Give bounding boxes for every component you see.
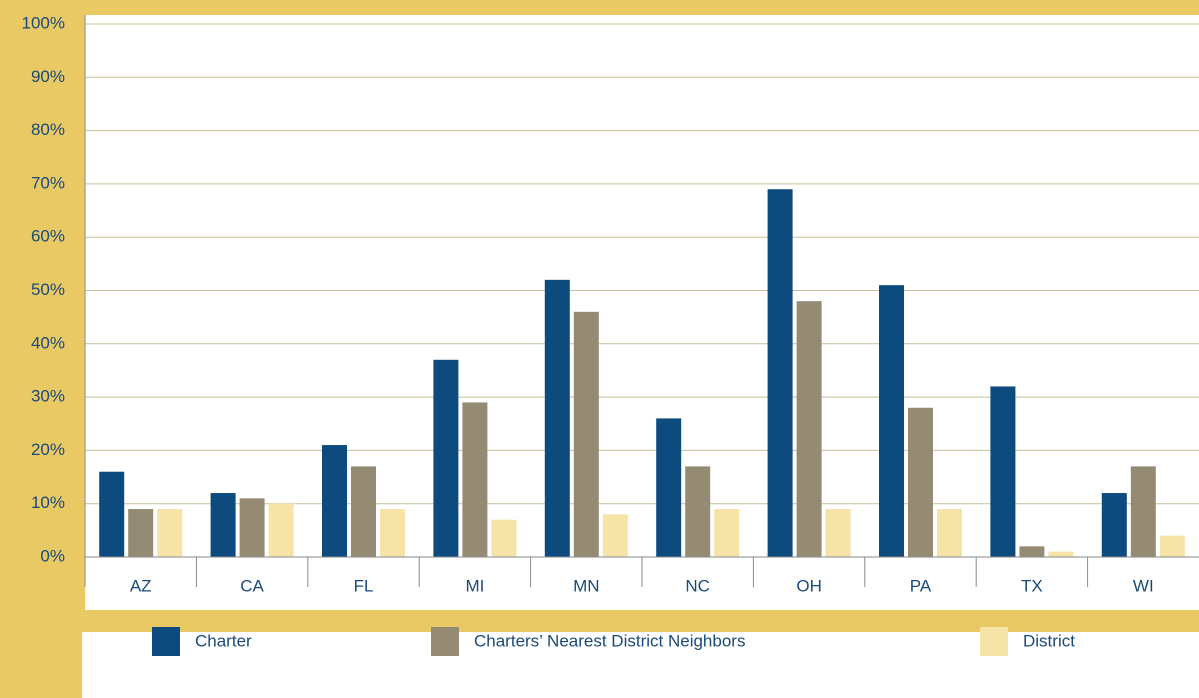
bar xyxy=(351,466,376,557)
bar xyxy=(767,189,793,558)
x-tick-label: FL xyxy=(354,576,374,595)
bar xyxy=(908,407,933,557)
bar xyxy=(990,386,1016,557)
y-tick-label: 40% xyxy=(31,333,65,352)
x-tick-label: OH xyxy=(796,576,822,595)
x-tick-label: CA xyxy=(240,576,264,595)
legend-label: Charter xyxy=(195,631,252,650)
bar xyxy=(99,471,125,557)
bar xyxy=(128,509,154,557)
bar xyxy=(1159,535,1185,557)
legend-swatch xyxy=(431,627,459,656)
bar xyxy=(157,509,183,557)
x-tick-label: MN xyxy=(573,576,599,595)
y-tick-label: 100% xyxy=(22,13,65,32)
bar xyxy=(685,466,711,557)
y-tick-label: 10% xyxy=(31,493,65,512)
bar xyxy=(573,311,599,557)
y-tick-label: 80% xyxy=(31,120,65,139)
y-tick-label: 0% xyxy=(40,546,65,565)
x-tick-label: TX xyxy=(1021,576,1043,595)
x-tick-label: MI xyxy=(465,576,484,595)
y-tick-label: 90% xyxy=(31,67,65,86)
bar xyxy=(210,493,236,557)
bar xyxy=(1048,551,1074,557)
bar xyxy=(602,514,628,557)
bar xyxy=(544,279,570,557)
bar xyxy=(433,359,459,557)
bar xyxy=(268,503,294,557)
y-tick-label: 30% xyxy=(31,387,65,406)
y-tick-label: 50% xyxy=(31,280,65,299)
y-tick-label: 70% xyxy=(31,173,65,192)
bar xyxy=(322,445,347,557)
bar xyxy=(656,418,682,557)
y-tick-label: 20% xyxy=(31,440,65,459)
bar xyxy=(937,509,962,557)
legend-label: District xyxy=(1023,631,1075,650)
bar xyxy=(1130,466,1156,557)
bar xyxy=(491,519,517,557)
bar xyxy=(239,498,265,557)
x-tick-label: NC xyxy=(685,576,710,595)
x-tick-label: WI xyxy=(1133,576,1154,595)
bar xyxy=(1019,546,1045,557)
legend-label: Charters’ Nearest District Neighbors xyxy=(474,631,745,650)
bar xyxy=(825,509,851,557)
x-tick-label: AZ xyxy=(130,576,152,595)
bar xyxy=(1101,493,1127,557)
legend-swatch xyxy=(152,627,180,656)
bar xyxy=(380,509,405,557)
bar xyxy=(796,301,822,557)
bar xyxy=(879,285,904,557)
y-tick-label: 60% xyxy=(31,227,65,246)
bar xyxy=(462,402,488,557)
legend-swatch xyxy=(980,627,1008,656)
legend-box xyxy=(82,632,1199,698)
x-tick-label: PA xyxy=(910,576,932,595)
bar xyxy=(714,509,740,557)
